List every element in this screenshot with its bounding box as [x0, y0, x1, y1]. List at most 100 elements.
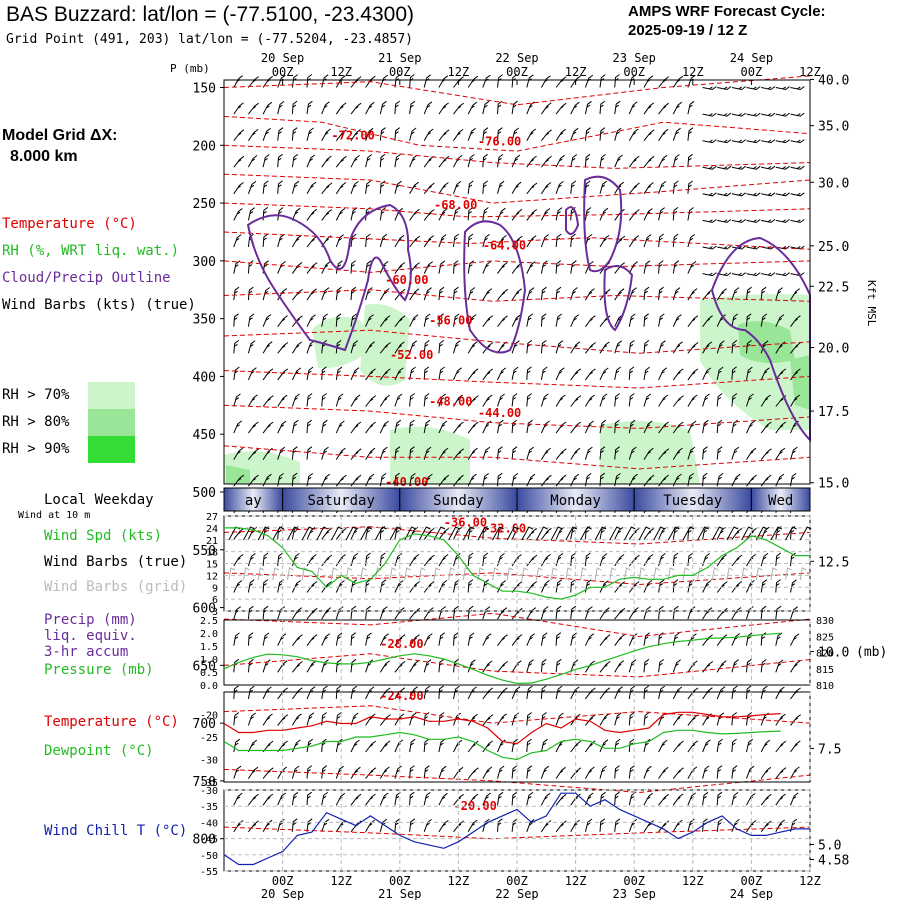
wind-barb: [262, 713, 273, 726]
wind-barb: [643, 554, 654, 567]
wind-speed-panel-ytick-label: 18: [206, 548, 218, 559]
wind-speed-panel-ytick-label: 9: [212, 583, 218, 594]
dewpoint-line: [223, 729, 781, 761]
wind-barb: [555, 448, 567, 460]
wind-barb: [292, 661, 303, 673]
wind-barb: [438, 234, 447, 248]
wind-barb: [760, 605, 767, 620]
wind-barb: [702, 553, 710, 567]
wind-barb: [526, 393, 532, 407]
temperature-label: -36.00: [444, 516, 487, 530]
wind-barb: [511, 288, 522, 301]
wind-barb: [790, 792, 799, 806]
wind-barb: [628, 155, 640, 168]
wind-barb: [599, 607, 610, 620]
wind-barb: [291, 553, 300, 567]
wind-barb: [482, 288, 493, 301]
wind-barb: [467, 473, 477, 487]
wind-barb: [438, 182, 449, 195]
wind-barb: [672, 368, 684, 381]
temperature-label: -68.00: [434, 198, 477, 212]
wind-barb-true: [594, 526, 607, 541]
wind-barb: [306, 554, 317, 567]
wind-barb: [555, 260, 562, 274]
wind-barb: [628, 446, 637, 460]
wind-barb: [350, 658, 357, 673]
wind-barb-grid: [301, 567, 309, 581]
wind-barb-true: [550, 526, 563, 541]
wind-barb: [643, 658, 650, 673]
wind-barb: [497, 74, 503, 88]
wind-barb: [482, 714, 494, 726]
wind-barb: [247, 766, 259, 779]
wind-barb: [423, 473, 433, 487]
wind-barb: [628, 712, 635, 726]
wind-barb: [731, 581, 743, 593]
wind-barb: [335, 393, 344, 407]
top-time-tick-label: 12Z: [799, 65, 821, 79]
wind-barb: [379, 792, 389, 806]
wind-barb: [790, 86, 805, 91]
wind-barb: [233, 712, 240, 726]
wind-barb: [746, 793, 756, 806]
wind-barb: [453, 394, 463, 407]
wind-barb-grid: [272, 567, 280, 581]
wind-barb: [350, 340, 358, 354]
wind-barb: [672, 101, 683, 115]
wind-barb-true: [448, 526, 460, 541]
wind-barb: [306, 181, 317, 195]
temperature-contour: [223, 705, 811, 724]
temperature-panel-ytick-label: -30: [200, 756, 218, 767]
wind-barb: [555, 207, 563, 221]
wind-barb-grid: [741, 567, 748, 581]
wind-barb: [702, 112, 717, 117]
wind-barb: [291, 207, 301, 221]
wind-barb: [365, 395, 377, 407]
wind-barb: [731, 607, 742, 620]
temperature-label: -44.00: [478, 406, 521, 420]
wind-barb: [540, 182, 552, 195]
wind-barb: [511, 686, 521, 700]
wind-barb: [570, 368, 581, 381]
wind-barb: [247, 207, 255, 221]
wind-barb: [511, 181, 522, 195]
wind-barb: [350, 313, 357, 327]
wind-barb: [467, 605, 474, 620]
wind-barb: [423, 235, 434, 248]
wind-barb: [409, 738, 416, 753]
wind-barb: [658, 286, 664, 301]
wind-barb: [379, 127, 386, 141]
wind-barb: [394, 446, 401, 460]
temperature-contour: [223, 231, 811, 250]
wind-barb: [599, 341, 610, 354]
wind-barb: [306, 526, 316, 540]
wind-barb: [379, 446, 388, 460]
wind-barb: [453, 340, 461, 354]
wind-barb: [233, 129, 245, 142]
wind-barb-true: [477, 526, 490, 541]
wind-barb: [628, 287, 637, 301]
wind-barb: [306, 100, 313, 115]
wind-barb: [672, 154, 680, 168]
wind-barb: [672, 473, 682, 487]
wind-barb: [321, 261, 331, 274]
wind-barb: [262, 101, 273, 115]
wind-barb: [599, 367, 609, 381]
wind-barb: [321, 128, 331, 141]
wind-barb: [731, 287, 740, 301]
wind-barb: [497, 127, 503, 141]
wind-barb: [526, 313, 533, 327]
wind-barb: [540, 738, 548, 753]
wind-barb: [335, 313, 342, 327]
wind-chill-panel-ytick-label: -35: [200, 802, 218, 813]
wind-barb: [570, 127, 579, 141]
wind-barb-grid: [726, 567, 734, 581]
wind-barb: [335, 632, 343, 646]
wind-barb: [526, 419, 533, 434]
wind-barb: [687, 606, 696, 620]
wind-barb: [643, 632, 650, 646]
wind-barb: [467, 447, 478, 460]
wind-barb: [379, 714, 391, 726]
top-date-label: 22 Sep: [495, 51, 538, 65]
wind-barb: [233, 792, 243, 806]
